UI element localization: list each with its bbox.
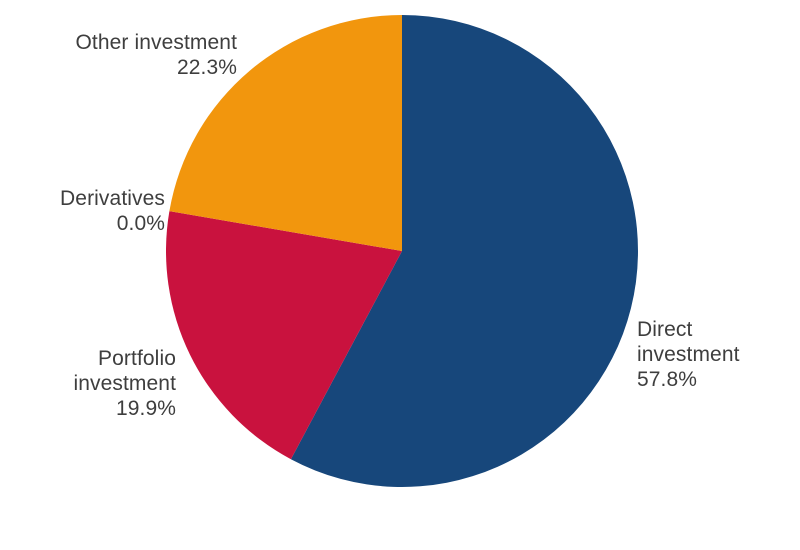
slice-label-portfolio-investment: Portfolio investment 19.9% (54, 346, 176, 421)
slice-percent-text: 22.3% (176, 56, 237, 79)
slice-label-text: Derivatives (60, 187, 165, 210)
slice-percent-text: 0.0% (116, 212, 165, 235)
pie-slice-direct-investment[interactable] (290, 15, 638, 487)
slice-percent-text: 19.9% (115, 397, 176, 420)
pie-slice-other-investment[interactable] (169, 15, 402, 251)
slice-label-text: Direct investment (637, 318, 740, 366)
slice-label-direct-investment: Direct investment 57.8% (637, 317, 762, 392)
pie-slice-portfolio-investment[interactable] (166, 211, 402, 460)
slice-label-other-investment: Other investment 22.3% (37, 30, 237, 80)
slice-label-text: Other investment (75, 31, 237, 54)
slice-label-derivatives: Derivatives 0.0% (5, 186, 165, 236)
slice-label-text: Portfolio investment (73, 347, 176, 395)
slice-percent-text: 57.8% (637, 368, 698, 391)
